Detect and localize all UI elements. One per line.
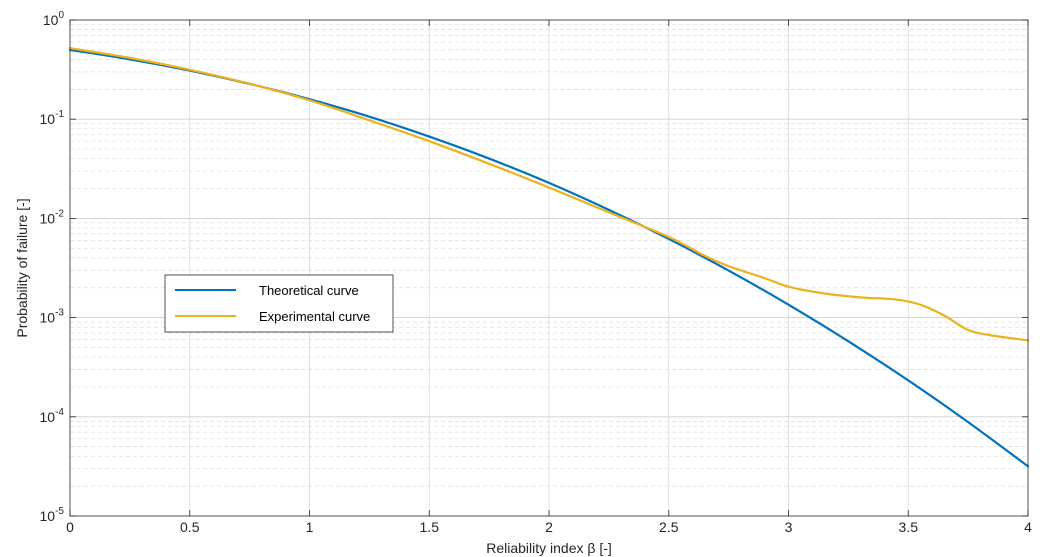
x-tick-label: 3	[785, 519, 793, 535]
x-tick-label: 0.5	[180, 519, 200, 535]
x-tick-label: 4	[1024, 519, 1032, 535]
x-tick-label: 3.5	[899, 519, 919, 535]
legend-box	[164, 274, 394, 333]
x-axis-label: Reliability index β [-]	[486, 540, 612, 556]
x-tick-label: 2.5	[659, 519, 679, 535]
legend-label-experimental: Experimental curve	[259, 309, 370, 324]
legend: Theoretical curve Experimental curve	[164, 274, 394, 333]
x-tick-label: 0	[66, 519, 74, 535]
y-tick-label: 100	[43, 10, 65, 28]
y-tick-label: 10-3	[40, 308, 65, 326]
y-tick-label: 10-1	[40, 109, 65, 127]
y-tick-label: 10-4	[40, 407, 65, 425]
y-axis-label: Probability of failure [-]	[14, 198, 30, 337]
y-tick-label: 10-5	[40, 506, 65, 524]
series-experimental-curve	[68, 47, 1030, 342]
ticks: 0 0.5 1 1.5 2 2.5 3 3.5 4 100 10-1 10-2 10-3 10-4 10-5	[40, 10, 1033, 535]
legend-label-theoretical: Theoretical curve	[259, 283, 359, 298]
x-tick-label: 1.5	[420, 519, 440, 535]
x-tick-label: 1	[306, 519, 314, 535]
x-tick-label: 2	[545, 519, 553, 535]
series-layer	[68, 47, 1030, 468]
y-tick-label: 10-2	[40, 208, 65, 226]
